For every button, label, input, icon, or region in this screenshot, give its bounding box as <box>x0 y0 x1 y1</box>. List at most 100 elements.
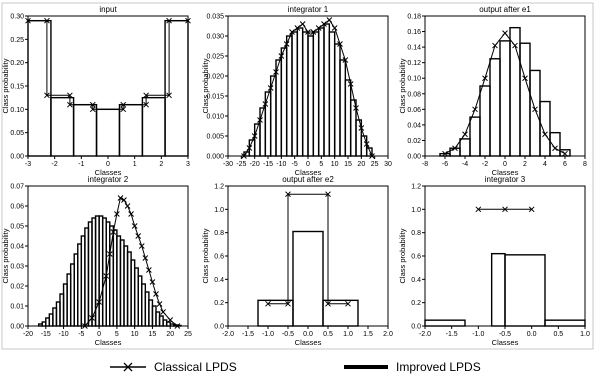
y-tick-label-1-0: 0.000 <box>206 154 224 161</box>
classical-marker-1-23 <box>363 141 370 147</box>
improved-bar-1-8 <box>285 35 293 157</box>
classical-marker-1-3 <box>257 117 263 123</box>
classical-marker-5-2 <box>528 206 535 213</box>
classical-marker-1-12 <box>305 29 311 35</box>
classical-marker-1-20 <box>347 81 354 87</box>
improved-bar-2-4 <box>479 85 491 157</box>
improved-bar-1-3 <box>259 107 267 157</box>
improved-bar-1-19 <box>344 79 352 157</box>
x-tick-label-4-2: -1.0 <box>262 331 274 338</box>
classical-marker-4-4 <box>325 300 331 307</box>
improved-bar-5-2 <box>490 252 506 327</box>
y-tick-label-5-2: 0.4 <box>411 277 421 284</box>
classical-marker-4-0 <box>265 300 271 307</box>
classical-marker-5-0 <box>475 206 482 213</box>
improved-bar-0-1 <box>50 96 75 157</box>
x-tick-label-3-2: -10 <box>58 331 68 338</box>
x-tick-label-1-7: 5 <box>319 161 323 168</box>
classical-marker-1-8 <box>283 41 290 47</box>
improved-bar-1-17 <box>333 43 341 157</box>
x-tick-label-1-11: 25 <box>371 161 379 168</box>
x-tick-label-3-5: 5 <box>115 331 119 338</box>
classical-marker-2-4 <box>482 75 488 82</box>
x-tick-label-4-0: -2.0 <box>222 331 234 338</box>
improved-bar-5-3 <box>504 254 546 327</box>
classical-marker-3-11 <box>131 223 138 229</box>
x-tick-label-2-2: -4 <box>462 161 468 168</box>
y-tick-label-1-1: 0.005 <box>206 134 224 141</box>
improved-bar-0-0 <box>27 19 52 157</box>
chart-title-3: integrator 2 <box>88 175 129 184</box>
figure-panels: -3 -2 -1 0 1 2 30.000.050.100.150.200.250.30in… <box>1 2 594 350</box>
y-tick-label-0-4: 0.20 <box>10 60 24 67</box>
x-tick-label-1-9: 15 <box>344 161 352 168</box>
classical-marker-2-2 <box>462 131 468 138</box>
y-axis-label-5: Class probability <box>398 228 407 283</box>
y-tick-label-2-9: 0.18 <box>407 14 421 21</box>
classical-marker-1-7 <box>278 53 285 59</box>
x-tick-label-5-1: -1.5 <box>446 331 458 338</box>
y-tick-label-3-7: 0.07 <box>10 184 24 191</box>
improved-bar-1-14 <box>317 27 325 157</box>
improved-bar-1-7 <box>280 47 288 157</box>
y-tick-label-0-1: 0.05 <box>10 130 24 137</box>
improved-bar-2-1 <box>449 147 461 157</box>
classical-line-0 <box>28 20 188 110</box>
improved-bar-1-18 <box>339 59 347 157</box>
classical-line-4 <box>268 193 348 305</box>
classical-marker-1-1 <box>246 145 253 151</box>
y-tick-label-4-6: 1.2 <box>214 184 224 191</box>
x-tick-label-0-4: 1 <box>133 161 137 168</box>
y-tick-label-2-7: 0.14 <box>407 45 421 52</box>
improved-bar-1-5 <box>269 75 277 157</box>
y-tick-label-3-2: 0.02 <box>10 284 24 291</box>
improved-bar-2-6 <box>499 40 511 157</box>
x-tick-label-3-3: -5 <box>78 331 84 338</box>
x-tick-label-1-10: 20 <box>357 161 365 168</box>
classical-marker-0-3 <box>67 92 73 99</box>
improved-bar-1-13 <box>312 31 320 157</box>
y-tick-label-5-3: 0.6 <box>411 254 421 261</box>
x-tick-label-4-1: -1.5 <box>242 331 254 338</box>
classical-marker-0-10 <box>143 92 149 99</box>
x-tick-label-1-4: -10 <box>276 161 286 168</box>
improved-bar-0-5 <box>141 96 166 157</box>
classical-marker-3-8 <box>121 197 127 203</box>
classical-marker-1-10 <box>294 25 301 31</box>
y-axis-label-0: Class probability <box>1 58 10 113</box>
plot-frame-3 <box>27 185 189 327</box>
classical-line-3 <box>84 197 178 327</box>
x-tick-label-2-6: 4 <box>543 161 547 168</box>
x-tick-label-0-2: -1 <box>78 161 84 168</box>
y-tick-label-1-3: 0.015 <box>206 94 224 101</box>
classical-marker-2-10 <box>542 131 548 138</box>
improved-bar-2-3 <box>469 116 481 157</box>
improved-bar-0-4 <box>118 103 144 157</box>
classical-marker-2-8 <box>522 75 528 82</box>
classical-marker-0-12 <box>166 17 172 24</box>
x-tick-label-1-12: 30 <box>384 161 392 168</box>
y-axis-label-1: Class probability <box>201 58 210 113</box>
plot-frame-2 <box>424 15 586 157</box>
legend-improved-label: Improved LPDS <box>396 360 481 374</box>
y-tick-label-2-2: 0.04 <box>407 122 421 129</box>
y-tick-label-4-4: 0.8 <box>214 230 224 237</box>
classical-marker-3-12 <box>135 233 142 239</box>
x-tick-label-2-1: -6 <box>442 161 448 168</box>
classical-marker-1-18 <box>337 41 343 47</box>
classical-marker-5-1 <box>502 206 508 213</box>
x-tick-label-4-3: -0.5 <box>282 331 294 338</box>
chart-title-0: input <box>99 5 117 14</box>
classical-marker-4-3 <box>325 191 331 198</box>
x-tick-label-5-6: 1.0 <box>580 331 590 338</box>
y-tick-label-0-2: 0.10 <box>10 107 24 114</box>
classical-marker-3-18 <box>156 301 163 307</box>
plot-frame-4 <box>227 185 389 327</box>
x-tick-label-1-3: -15 <box>263 161 273 168</box>
classical-marker-3-5 <box>110 229 117 235</box>
y-axis-label-3: Class probability <box>1 228 10 283</box>
chart-title-5: integrator 3 <box>485 175 526 184</box>
classical-marker-1-4 <box>262 101 269 107</box>
classical-marker-2-11 <box>552 145 558 152</box>
x-tick-label-1-8: 10 <box>331 161 339 168</box>
